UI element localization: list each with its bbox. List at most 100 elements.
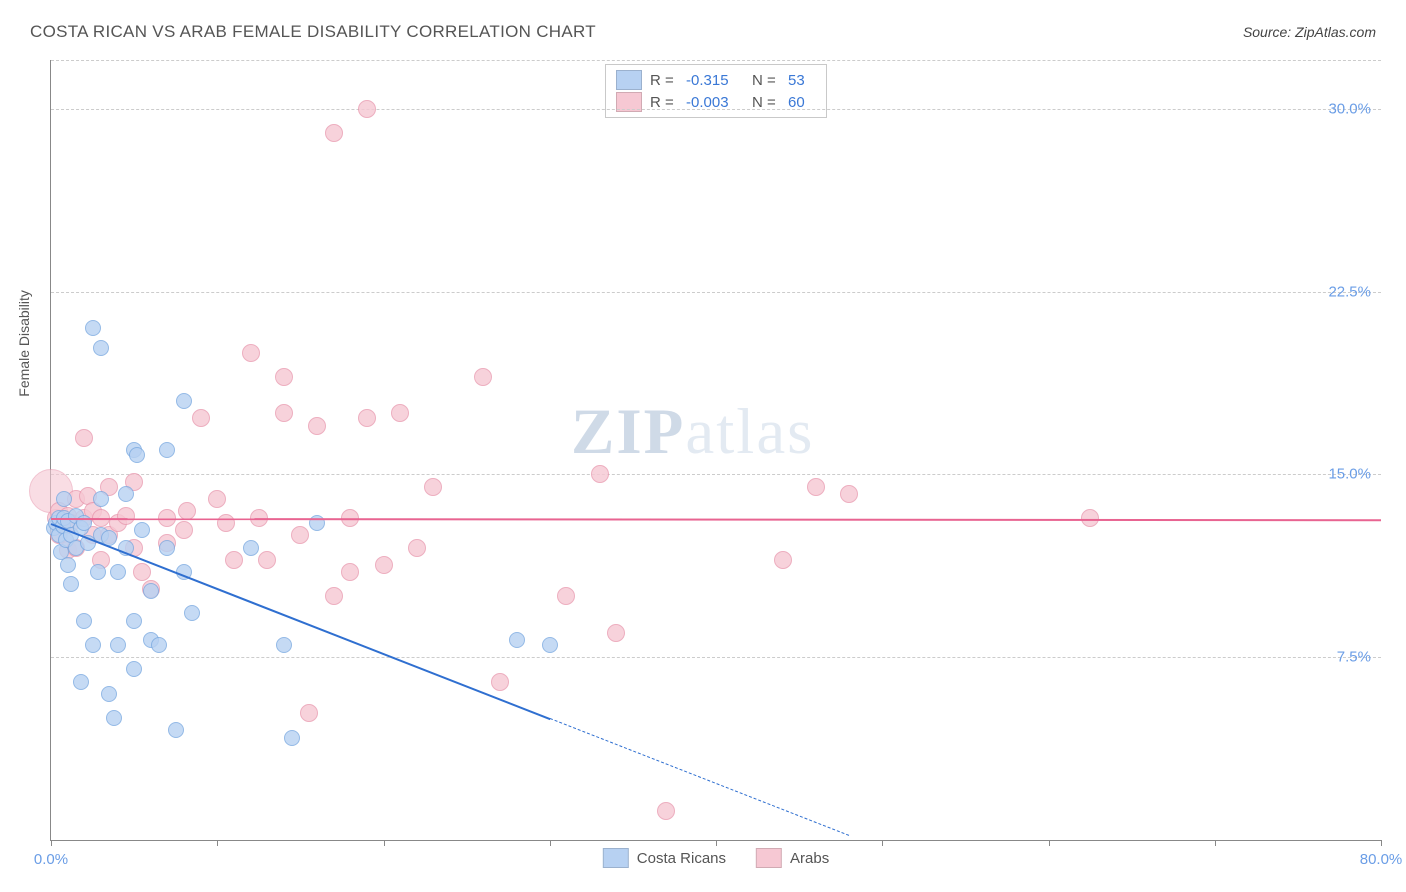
data-point-arabs — [424, 478, 442, 496]
data-point-costa-ricans — [93, 340, 109, 356]
data-point-costa-ricans — [85, 320, 101, 336]
legend-costa-ricans: Costa Ricans — [603, 848, 726, 868]
data-point-costa-ricans — [126, 613, 142, 629]
x-tick — [217, 840, 218, 846]
data-point-arabs — [208, 490, 226, 508]
data-point-arabs — [607, 624, 625, 642]
data-point-arabs — [341, 563, 359, 581]
stats-row-costa-ricans: R = -0.315 N = 53 — [616, 69, 816, 91]
data-point-arabs — [807, 478, 825, 496]
data-point-arabs — [258, 551, 276, 569]
data-point-arabs — [408, 539, 426, 557]
stats-box: R = -0.315 N = 53 R = -0.003 N = 60 — [605, 64, 827, 118]
chart-title: COSTA RICAN VS ARAB FEMALE DISABILITY CO… — [30, 22, 596, 42]
data-point-costa-ricans — [168, 722, 184, 738]
data-point-arabs — [300, 704, 318, 722]
data-point-arabs — [358, 100, 376, 118]
data-point-costa-ricans — [76, 613, 92, 629]
data-point-arabs — [133, 563, 151, 581]
data-point-costa-ricans — [143, 583, 159, 599]
data-point-arabs — [657, 802, 675, 820]
x-tick — [1215, 840, 1216, 846]
data-point-costa-ricans — [56, 491, 72, 507]
data-point-arabs — [325, 587, 343, 605]
x-tick-label: 0.0% — [34, 851, 68, 868]
data-point-arabs — [291, 526, 309, 544]
data-point-arabs — [840, 485, 858, 503]
data-point-costa-ricans — [63, 576, 79, 592]
x-tick-label: 80.0% — [1360, 851, 1403, 868]
r-label: R = — [650, 72, 678, 89]
data-point-arabs — [308, 417, 326, 435]
data-point-arabs — [242, 344, 260, 362]
x-tick — [384, 840, 385, 846]
data-point-costa-ricans — [176, 393, 192, 409]
y-axis-label: Female Disability — [16, 290, 32, 397]
data-point-costa-ricans — [509, 632, 525, 648]
data-point-arabs — [325, 124, 343, 142]
data-point-costa-ricans — [126, 661, 142, 677]
data-point-costa-ricans — [101, 686, 117, 702]
data-point-costa-ricans — [284, 730, 300, 746]
data-point-costa-ricans — [60, 557, 76, 573]
data-point-costa-ricans — [134, 522, 150, 538]
y-tick-label: 15.0% — [1328, 466, 1371, 483]
data-point-arabs — [358, 409, 376, 427]
data-point-arabs — [217, 514, 235, 532]
data-point-arabs — [75, 429, 93, 447]
y-gridline — [51, 109, 1381, 110]
data-point-arabs — [225, 551, 243, 569]
x-tick — [1381, 840, 1382, 846]
data-point-costa-ricans — [151, 637, 167, 653]
data-point-arabs — [275, 368, 293, 386]
data-point-costa-ricans — [276, 637, 292, 653]
data-point-arabs — [375, 556, 393, 574]
scatter-chart: Female Disability ZIPatlas R = -0.315 N … — [50, 60, 1381, 841]
x-tick — [716, 840, 717, 846]
x-tick — [882, 840, 883, 846]
swatch-costa-ricans — [616, 70, 642, 90]
data-point-arabs — [192, 409, 210, 427]
data-point-costa-ricans — [243, 540, 259, 556]
legend-arabs: Arabs — [756, 848, 829, 868]
r-value: -0.315 — [686, 72, 744, 89]
x-tick — [1049, 840, 1050, 846]
data-point-costa-ricans — [184, 605, 200, 621]
n-value: 53 — [788, 72, 816, 89]
legend-label: Costa Ricans — [637, 850, 726, 867]
data-point-arabs — [117, 507, 135, 525]
y-gridline — [51, 60, 1381, 61]
n-label: N = — [752, 72, 780, 89]
data-point-arabs — [591, 465, 609, 483]
source-label: Source: ZipAtlas.com — [1243, 24, 1376, 40]
data-point-arabs — [557, 587, 575, 605]
data-point-costa-ricans — [159, 442, 175, 458]
data-point-arabs — [275, 404, 293, 422]
legend-swatch-arabs — [756, 848, 782, 868]
data-point-costa-ricans — [159, 540, 175, 556]
y-tick-label: 22.5% — [1328, 283, 1371, 300]
data-point-arabs — [491, 673, 509, 691]
watermark: ZIPatlas — [571, 395, 814, 470]
data-point-arabs — [774, 551, 792, 569]
trend-line — [550, 718, 850, 836]
data-point-costa-ricans — [110, 564, 126, 580]
x-tick — [550, 840, 551, 846]
data-point-costa-ricans — [106, 710, 122, 726]
data-point-costa-ricans — [90, 564, 106, 580]
data-point-costa-ricans — [110, 637, 126, 653]
x-tick — [51, 840, 52, 846]
y-gridline — [51, 657, 1381, 658]
data-point-arabs — [175, 521, 193, 539]
legend-swatch-costa-ricans — [603, 848, 629, 868]
data-point-costa-ricans — [85, 637, 101, 653]
y-tick-label: 30.0% — [1328, 100, 1371, 117]
data-point-costa-ricans — [93, 491, 109, 507]
y-tick-label: 7.5% — [1337, 649, 1371, 666]
legend-label: Arabs — [790, 850, 829, 867]
y-gridline — [51, 474, 1381, 475]
data-point-costa-ricans — [542, 637, 558, 653]
data-point-costa-ricans — [73, 674, 89, 690]
y-gridline — [51, 292, 1381, 293]
data-point-costa-ricans — [118, 486, 134, 502]
